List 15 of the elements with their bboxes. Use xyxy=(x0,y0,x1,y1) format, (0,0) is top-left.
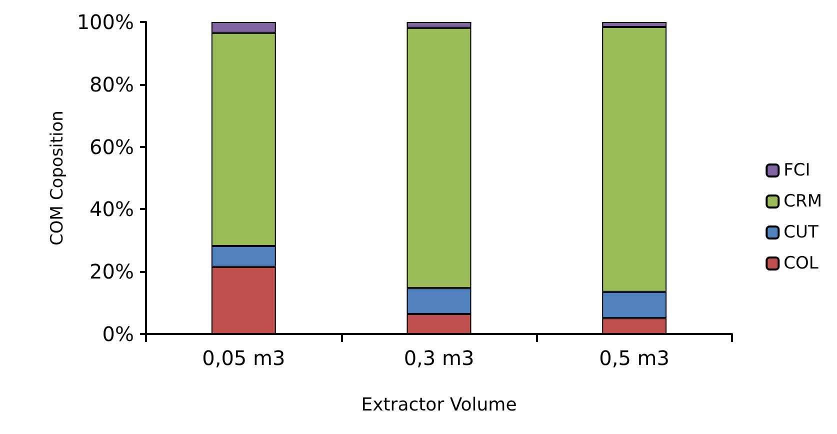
legend-label: COL xyxy=(784,254,819,274)
y-tick-label: 60% xyxy=(90,134,134,159)
y-tick-label: 100% xyxy=(76,10,134,34)
x-tick-label: 0,3 m3 xyxy=(404,346,474,370)
y-tick-label: 80% xyxy=(90,72,134,96)
y-tick-label: 0% xyxy=(102,322,134,346)
legend-label: FCI xyxy=(784,160,810,180)
legend-label: CRM xyxy=(784,192,822,212)
y-axis-title: COM Coposition xyxy=(47,110,68,246)
x-tick-label: 0,5 m3 xyxy=(599,346,670,370)
legend-label: CUT xyxy=(784,222,819,242)
x-axis-title: Extractor Volume xyxy=(361,394,517,416)
y-tick-label: 20% xyxy=(90,260,134,284)
y-tick-label: 40% xyxy=(90,197,134,222)
x-tick-label: 0,05 m3 xyxy=(202,346,286,370)
